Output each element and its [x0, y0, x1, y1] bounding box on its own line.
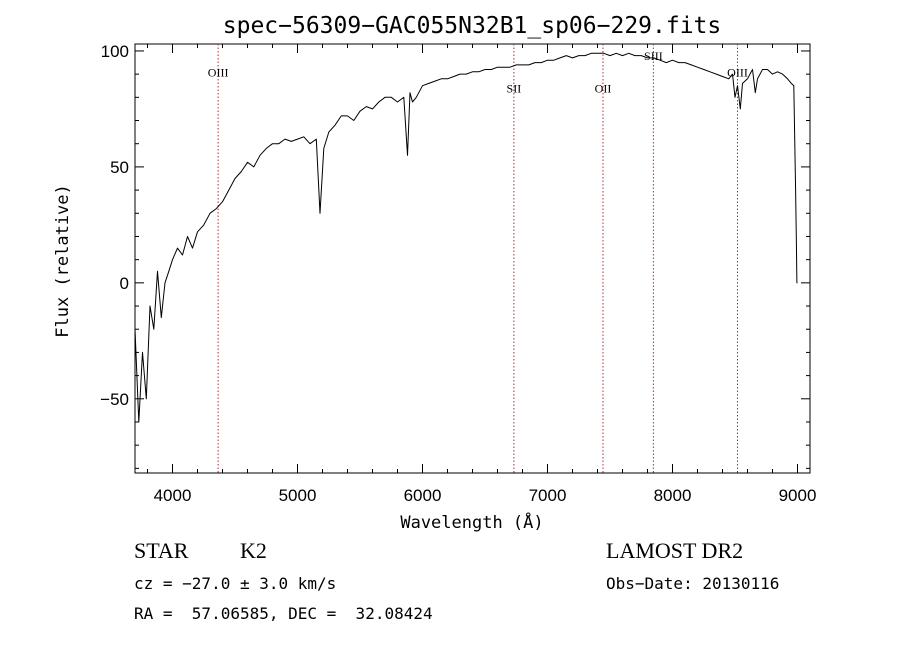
class-label: STAR [134, 538, 189, 563]
y-tick-label-2: 50 [110, 158, 129, 177]
line-label-3: SIII [644, 49, 663, 63]
x-tick-label-8000: 8000 [654, 486, 692, 505]
y-axis-label: Flux (relative) [53, 184, 73, 338]
line-label-1: SII [507, 82, 522, 96]
x-axis-label: Wavelength (Å) [400, 511, 543, 533]
survey-label: LAMOST DR2 [606, 538, 744, 563]
line-label-0: OIII [208, 65, 229, 79]
x-tick-label-4000: 4000 [154, 486, 192, 505]
obs-date: Obs−Date: 20130116 [606, 574, 780, 593]
line-label-2: OII [595, 82, 612, 96]
plot-frame [134, 43, 811, 474]
y-tick-label-3: 100 [101, 42, 129, 61]
x-tick-label-9000: 9000 [779, 486, 817, 505]
chart-title: spec−56309−GAC055N32B1_sp06−229.fits [223, 13, 722, 39]
x-tick-label-6000: 6000 [404, 486, 442, 505]
spectrum-series-0 [134, 52, 798, 423]
x-tick-label-7000: 7000 [529, 486, 567, 505]
x-tick-label-5000: 5000 [279, 486, 317, 505]
ra-dec-coordinates: RA = 57.06585, DEC = 32.08424 [134, 604, 433, 623]
subclass-label: K2 [240, 538, 267, 563]
y-tick-label-0: −50 [100, 390, 129, 409]
cz-value: cz = −27.0 ± 3.0 km/s [134, 574, 337, 593]
y-tick-label-1: 0 [120, 274, 129, 293]
